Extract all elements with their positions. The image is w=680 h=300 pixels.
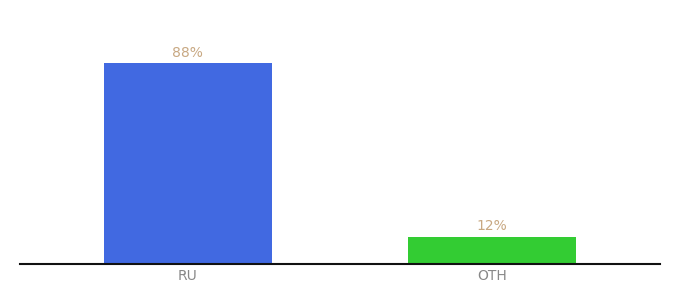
Text: 88%: 88% — [172, 46, 203, 60]
Text: 12%: 12% — [477, 219, 507, 233]
Bar — [409, 237, 576, 264]
Bar — [104, 63, 271, 264]
